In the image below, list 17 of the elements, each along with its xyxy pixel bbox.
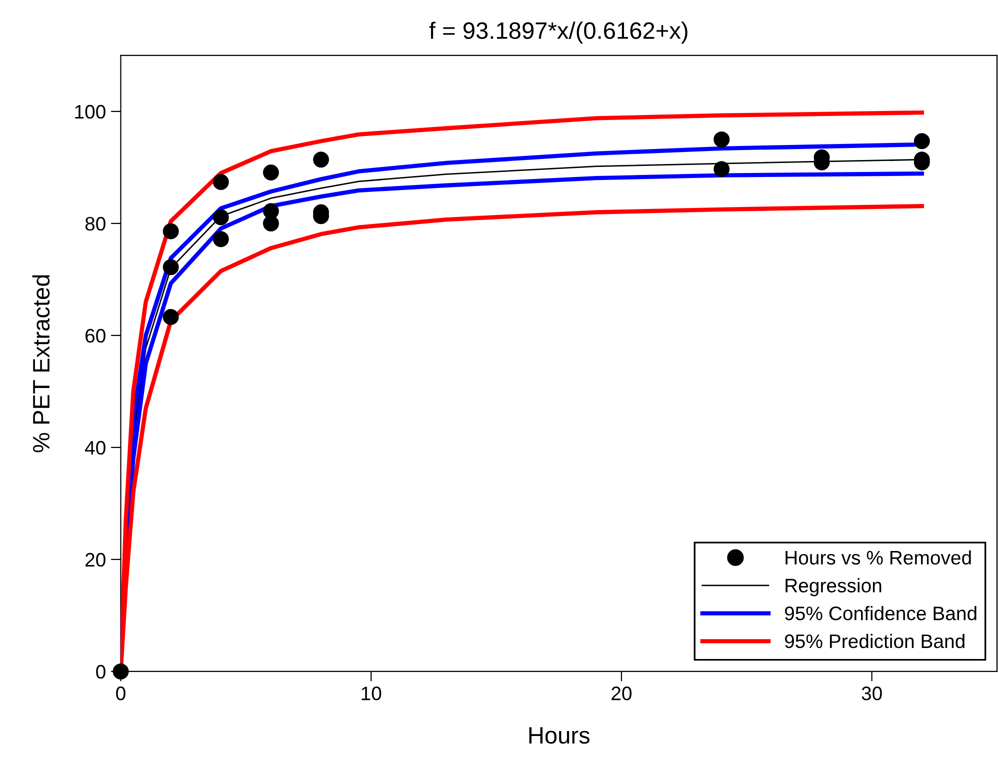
x-tick-label: 0 [116,686,126,700]
x-axis-title: Hours [529,727,590,744]
y-tick-label: 80 [85,216,106,231]
legend-label: 95% Prediction Band [784,634,964,648]
y-axis-title: % PET Extracted [32,275,50,452]
x-tick-label: 10 [362,686,382,700]
y-tick-label: 60 [86,328,106,343]
legend-label: Hours vs % Removed [786,550,971,565]
legend-label: Regression [786,578,882,596]
x-tick-label: 30 [862,686,882,700]
y-tick-label: 40 [84,440,106,455]
chart-title: f = 93.1897*x/(0.6162+x) [429,22,688,44]
x-tick-label: 20 [612,686,632,700]
y-tick-label: 0 [96,664,106,679]
y-tick-label: 100 [75,104,106,119]
y-tick-label: 20 [86,552,106,567]
legend-label: 95% Confidence Band [784,606,976,620]
